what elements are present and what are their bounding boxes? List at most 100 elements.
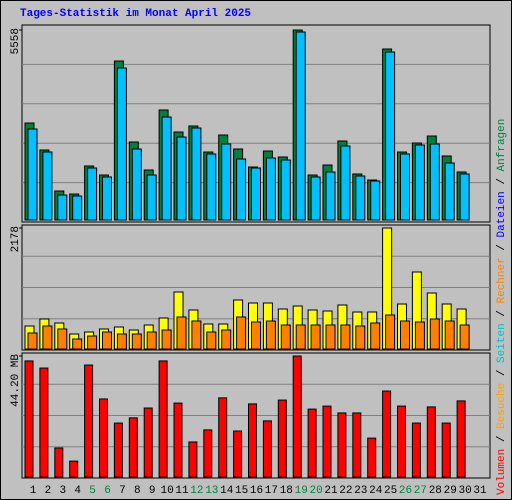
bar: [340, 145, 351, 221]
bar: [414, 144, 425, 221]
bar: [441, 422, 451, 478]
bar: [400, 320, 410, 350]
x-tick-label: 1: [30, 485, 37, 497]
bar: [113, 422, 123, 478]
x-tick-label: 11: [175, 485, 189, 497]
bar: [265, 157, 276, 221]
bar: [218, 397, 228, 478]
y-tick-label: 44.20 MB: [10, 354, 22, 407]
x-tick-label: 19: [295, 485, 308, 497]
legend-separator: /: [496, 171, 508, 191]
bar: [206, 331, 217, 350]
bar: [322, 405, 332, 478]
x-tick-label: 6: [104, 485, 111, 497]
bar: [27, 128, 38, 221]
bar: [233, 430, 243, 478]
legend-separator: /: [496, 429, 508, 449]
bar: [161, 329, 172, 350]
bar: [280, 324, 291, 350]
bar: [310, 176, 321, 221]
x-tick-label: 3: [59, 485, 66, 497]
bar: [414, 321, 425, 350]
legend: Volumen / Besuche / Seiten / Rechner / D…: [496, 119, 508, 495]
bar: [131, 148, 142, 221]
bar: [191, 127, 202, 221]
bar: [72, 195, 83, 221]
x-tick-label: 10: [160, 485, 173, 497]
bar: [102, 331, 112, 350]
legend-entry: Anfragen: [496, 119, 508, 172]
bar: [24, 360, 34, 478]
bar: [325, 324, 336, 350]
bar: [325, 171, 336, 221]
bar: [161, 116, 172, 221]
x-tick-label: 15: [235, 485, 248, 497]
legend-separator: /: [496, 363, 508, 383]
bar: [429, 143, 440, 221]
y-tick-label: 2178: [10, 226, 22, 252]
x-tick-label: 18: [280, 485, 293, 497]
x-tick-label: 28: [429, 485, 442, 497]
bar: [382, 390, 392, 478]
legend-separator: /: [496, 304, 508, 324]
bar: [87, 167, 98, 221]
bar: [206, 153, 217, 221]
bar: [102, 176, 112, 221]
bar: [99, 398, 108, 478]
bar: [173, 402, 183, 478]
x-tick-label: 13: [205, 485, 218, 497]
x-tick-label: 21: [324, 485, 338, 497]
bar: [84, 364, 94, 478]
bar: [456, 400, 466, 478]
bar: [397, 405, 406, 478]
bar: [385, 314, 396, 350]
x-tick-label: 29: [444, 485, 457, 497]
bar: [292, 355, 302, 478]
bar: [188, 441, 198, 478]
bar: [280, 159, 291, 221]
bar: [340, 324, 351, 350]
bar: [355, 325, 366, 350]
bar: [310, 324, 321, 350]
x-tick-label: 31: [473, 485, 487, 497]
x-tick-label: 22: [339, 485, 352, 497]
bar: [146, 331, 157, 350]
bar: [54, 447, 64, 478]
bar: [131, 333, 142, 350]
bar: [370, 180, 381, 221]
chart-title: Tages-Statistik im Monat April 2025: [20, 8, 251, 20]
bar: [42, 325, 53, 350]
x-tick-label: 4: [74, 485, 81, 497]
x-tick-label: 2: [45, 485, 52, 497]
bar: [459, 324, 470, 350]
bar: [251, 167, 261, 221]
x-tick-label: 23: [354, 485, 367, 497]
x-tick-label: 12: [190, 485, 203, 497]
bar: [248, 403, 257, 478]
bar: [221, 329, 232, 350]
x-tick-label: 25: [384, 485, 397, 497]
x-tick-label: 26: [399, 485, 412, 497]
x-tick-label: 30: [458, 485, 471, 497]
bar: [295, 31, 306, 221]
bar: [262, 420, 272, 478]
bar: [57, 328, 68, 350]
bar: [355, 175, 366, 221]
x-tick-label: 16: [250, 485, 263, 497]
bar: [444, 162, 455, 221]
x-tick-label: 20: [309, 485, 322, 497]
x-tick-label: 9: [149, 485, 156, 497]
x-tick-label: 5: [89, 485, 96, 497]
bar: [411, 422, 421, 478]
bar: [57, 194, 68, 221]
bar: [87, 335, 98, 350]
legend-entry: Besuche: [496, 383, 508, 429]
legend-entry: Dateien: [496, 191, 508, 237]
bar: [143, 407, 153, 478]
bar: [367, 437, 377, 478]
bar: [72, 338, 83, 350]
x-tick-label: 17: [265, 485, 278, 497]
bar: [128, 417, 138, 478]
bar: [39, 367, 49, 478]
